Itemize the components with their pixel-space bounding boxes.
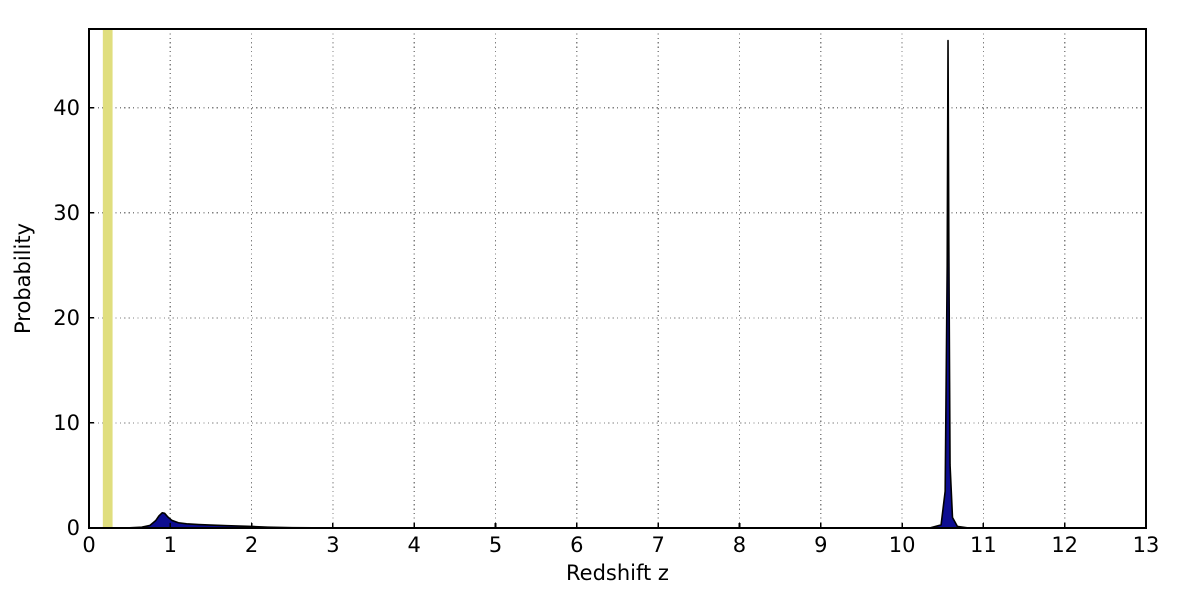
x-tick-label-6: 6: [570, 533, 583, 557]
x-tick-label-11: 11: [970, 533, 997, 557]
y-tick-label-30: 30: [53, 201, 80, 225]
x-tick-label-13: 13: [1133, 533, 1160, 557]
y-tick-label-10: 10: [53, 411, 80, 435]
plot-area-background: [89, 29, 1146, 528]
grid-lines: [89, 29, 1146, 528]
x-tick-label-3: 3: [326, 533, 339, 557]
y-axis-ticks: 0 10 20 30 40: [53, 96, 94, 540]
y-tick-label-40: 40: [53, 96, 80, 120]
x-axis-ticks: 0 1 2 3 4 5 6 7 8 9 10 11 12 13: [82, 523, 1159, 557]
x-tick-label-2: 2: [245, 533, 258, 557]
y-axis-title: Probability: [11, 223, 35, 334]
spectroscopic-redshift-band: [102, 29, 113, 528]
x-tick-label-1: 1: [164, 533, 177, 557]
y-tick-label-20: 20: [53, 306, 80, 330]
x-tick-label-7: 7: [651, 533, 664, 557]
x-tick-label-12: 12: [1051, 533, 1078, 557]
y-tick-label-0: 0: [67, 516, 80, 540]
x-tick-label-9: 9: [814, 533, 827, 557]
x-tick-label-5: 5: [489, 533, 502, 557]
x-tick-label-0: 0: [82, 533, 95, 557]
plot-frame: [88, 28, 1147, 529]
x-axis-title: Redshift z: [566, 561, 669, 585]
x-tick-label-8: 8: [733, 533, 746, 557]
x-tick-label-10: 10: [889, 533, 916, 557]
x-tick-label-4: 4: [408, 533, 421, 557]
